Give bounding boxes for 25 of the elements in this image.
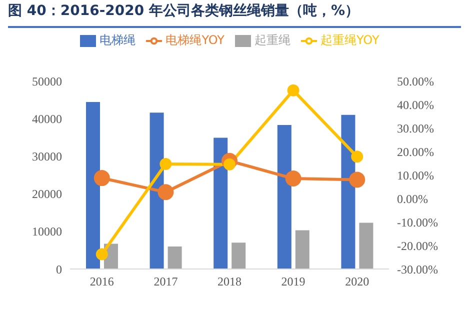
y2-tick-label: -30.00% [397,262,438,276]
y2-tick-label: 0.00% [397,192,428,206]
y2-tick-label: 10.00% [397,168,434,182]
y2-tick-label: 40.00% [397,98,434,112]
x-tick-label: 2017 [154,274,178,289]
legend-label: 电梯绳 [100,33,136,47]
y2-tick-label: 30.00% [397,121,434,136]
y2-tick-label: -10.00% [397,215,438,230]
y-tick-label: 50000 [32,74,62,88]
x-tick-label: 2020 [345,274,370,289]
legend-label: 电梯绳YOY [166,33,224,47]
y-tick-label: 10000 [32,224,62,239]
y-tick-label: 0 [56,262,62,276]
y-tick-label: 30000 [32,149,62,164]
x-tick-label: 2018 [218,274,242,289]
legend-label: 起重绳YOY [320,33,380,47]
y2-tick-label: 20.00% [397,144,434,159]
x-tick-label: 2019 [281,274,306,289]
x-tick-label: 2016 [90,274,114,289]
chart-title: 图 40：2016-2020 年公司各类钢丝绳销量（吨，%） [8,2,461,28]
y-tick-label: 40000 [32,112,62,126]
y-tick-label: 20000 [32,187,62,202]
legend-label: 起重绳 [254,33,290,47]
y2-tick-label: -20.00% [397,238,438,253]
y2-tick-label: 50.00% [397,74,434,88]
